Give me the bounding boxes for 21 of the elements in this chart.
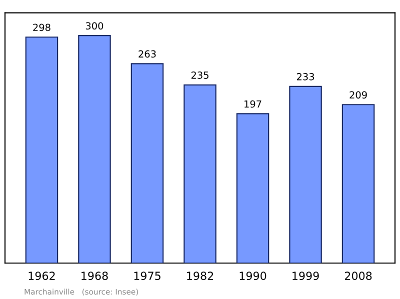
x-tick-label: 1968 <box>82 272 108 280</box>
data-label: 298 <box>33 24 50 32</box>
data-label: 233 <box>296 73 314 80</box>
bar <box>236 113 270 264</box>
bar <box>130 63 164 264</box>
x-tick-label: 1982 <box>187 272 214 280</box>
bar <box>289 86 322 264</box>
x-tick-label: 1999 <box>292 272 319 280</box>
bar <box>78 35 111 264</box>
x-tick-label: 1962 <box>28 272 55 280</box>
data-label: 209 <box>350 91 367 99</box>
data-label: 235 <box>191 72 208 79</box>
x-tick-label: 2008 <box>344 272 372 280</box>
bar <box>25 36 58 264</box>
bar <box>342 104 375 264</box>
data-label: 197 <box>244 100 262 108</box>
data-label: 263 <box>138 50 156 58</box>
x-tick-label: 1975 <box>134 272 160 280</box>
x-tick-label: 1990 <box>240 272 266 280</box>
data-label: 300 <box>86 22 104 30</box>
bar <box>184 84 216 264</box>
